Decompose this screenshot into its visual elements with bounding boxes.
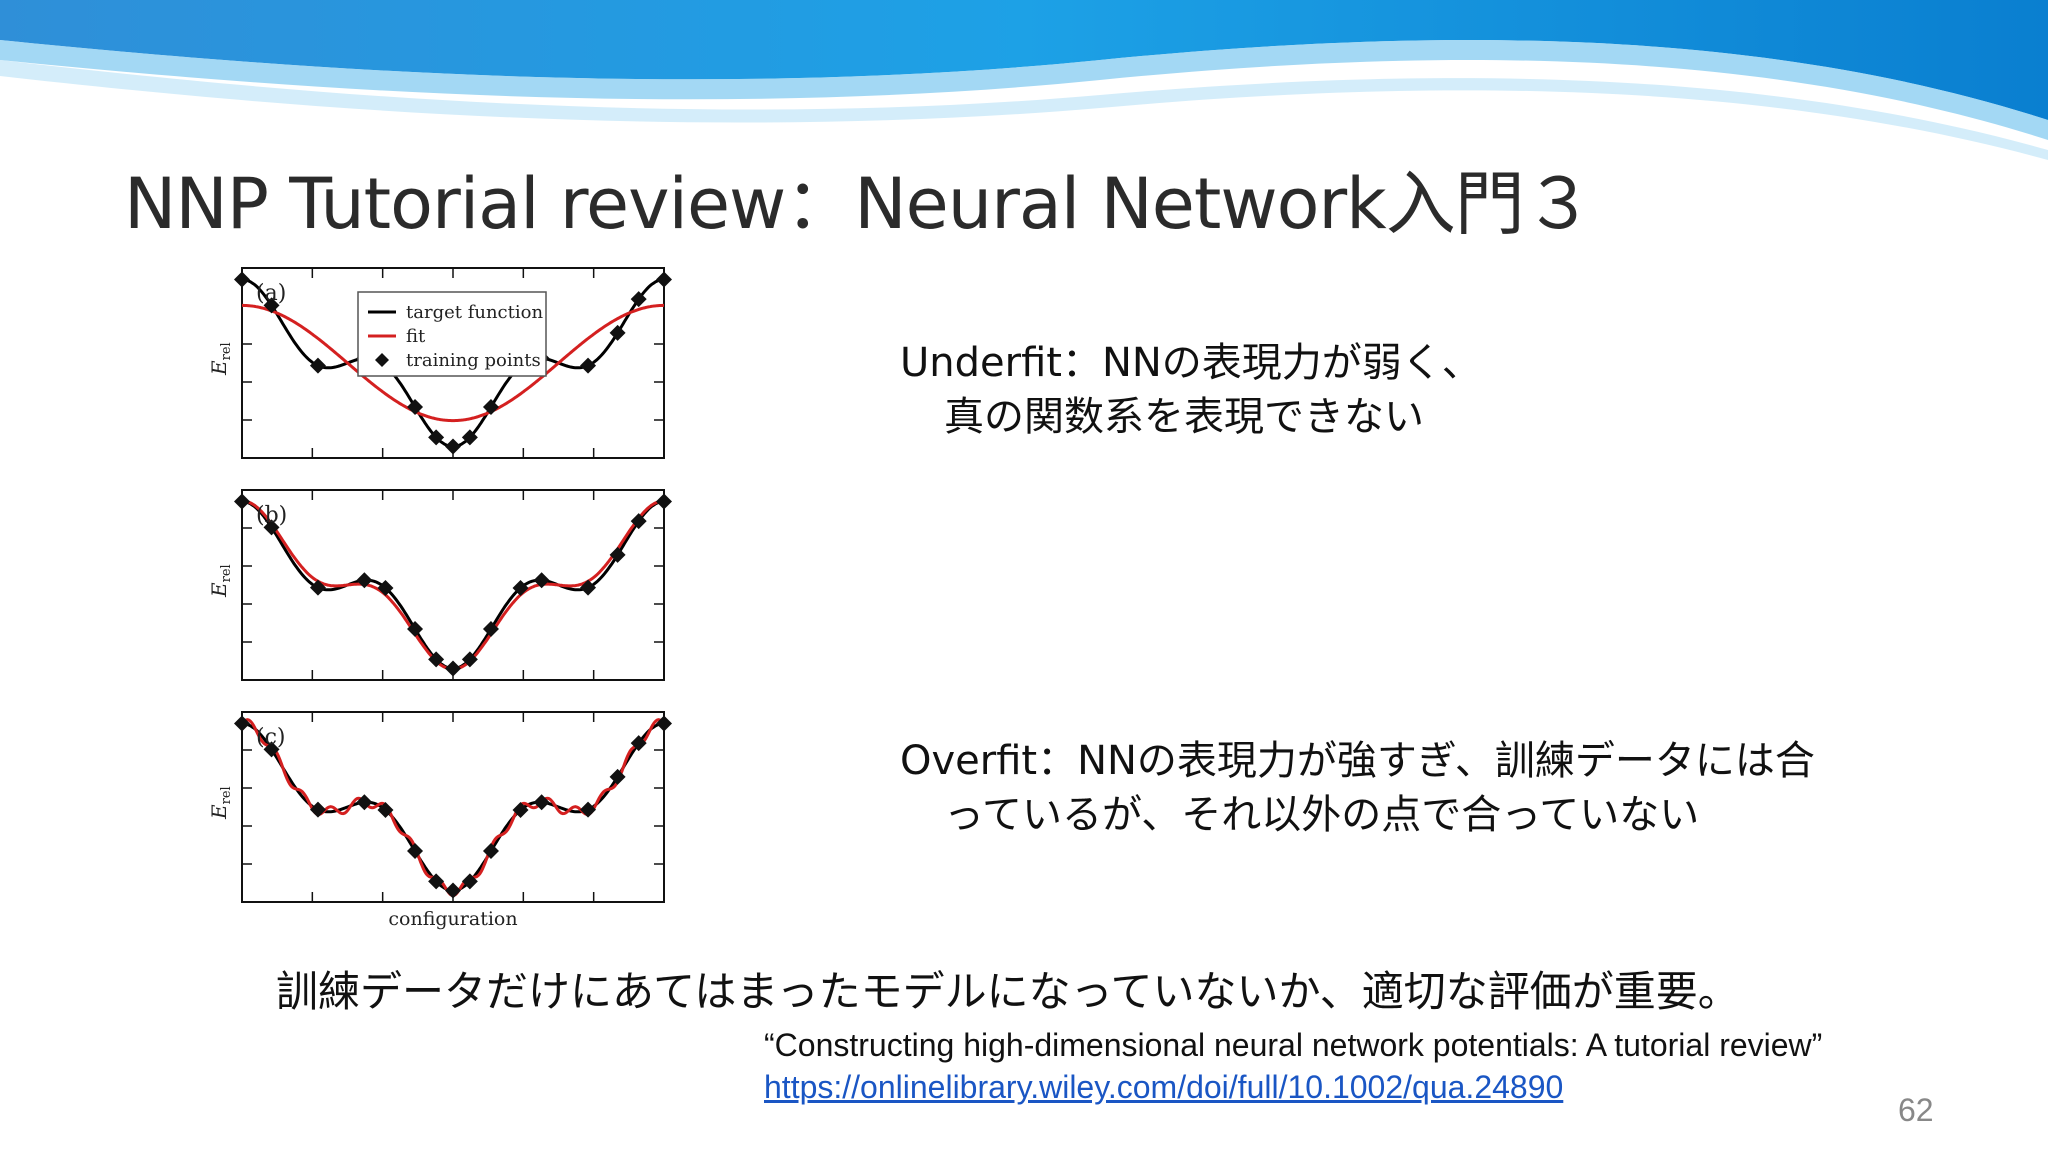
training-point — [445, 882, 461, 899]
training-point — [656, 271, 672, 288]
target-function-curve — [242, 722, 664, 892]
panel-ylabel: Erel — [207, 342, 234, 376]
slide-title: NNP Tutorial review：Neural Network入門３ — [124, 163, 1594, 245]
fit-curve — [242, 303, 664, 423]
overfit-line-2: っているが、それ以外の点で合っていない — [944, 792, 1700, 838]
training-point — [533, 794, 550, 811]
training-point — [428, 873, 445, 890]
training-point — [445, 438, 461, 455]
training-point — [309, 579, 326, 596]
underfit-description: Underfit：NNの表現力が弱く、 真の関数系を表現できない — [900, 336, 1482, 444]
training-point — [656, 493, 672, 510]
training-point — [263, 297, 280, 314]
training-point — [461, 873, 478, 890]
training-point — [356, 572, 373, 589]
training-point — [609, 546, 626, 563]
training-point — [533, 572, 550, 589]
underfit-line-1: Underfit：NNの表現力が弱く、 — [900, 340, 1482, 386]
training-point — [630, 513, 647, 530]
training-point — [407, 842, 424, 859]
target-function-curve — [242, 500, 664, 670]
training-point — [482, 620, 499, 637]
training-point — [309, 357, 326, 374]
citation-title: “Constructing high-dimensional neural ne… — [764, 1027, 1823, 1063]
legend-label: target function — [406, 302, 543, 323]
training-point — [377, 579, 394, 596]
legend-label: training points — [406, 350, 541, 371]
training-point — [263, 519, 280, 536]
training-point — [407, 620, 424, 637]
training-point — [630, 291, 647, 308]
panel-label: (b) — [256, 503, 287, 528]
training-point — [630, 735, 647, 752]
training-point — [234, 271, 250, 288]
training-point — [309, 801, 326, 818]
training-point — [461, 651, 478, 668]
fit-curve — [242, 499, 664, 671]
fit-curve — [240, 718, 666, 898]
training-point — [482, 842, 499, 859]
legend-label: fit — [406, 326, 426, 347]
training-point — [656, 715, 672, 732]
overfit-description: Overfit：NNの表現力が強すぎ、訓練データには合 っているが、それ以外の点… — [900, 734, 1815, 842]
training-point — [356, 794, 373, 811]
legend: target function fit training points — [357, 291, 547, 377]
training-point — [580, 801, 597, 818]
citation-link[interactable]: https://onlinelibrary.wiley.com/doi/full… — [764, 1069, 1564, 1105]
training-point — [609, 324, 626, 341]
training-point — [580, 579, 597, 596]
underfit-line-2: 真の関数系を表現できない — [944, 394, 1424, 440]
training-point — [482, 398, 499, 415]
training-point — [580, 357, 597, 374]
page-number: 62 — [1898, 1092, 1934, 1128]
panel-frame — [241, 489, 665, 681]
training-point — [377, 801, 394, 818]
summary-text: 訓練データだけにあてはまったモデルになっていないか、適切な評価が重要。 — [276, 967, 1740, 1016]
panel-ylabel: Erel — [207, 564, 234, 598]
training-point — [445, 660, 461, 677]
training-point — [234, 493, 250, 510]
training-point — [609, 768, 626, 785]
training-point — [407, 398, 424, 415]
training-point — [428, 429, 445, 446]
training-point — [428, 651, 445, 668]
header-wave-decoration — [0, 0, 2048, 160]
legend-swatch — [375, 353, 389, 367]
overfit-line-1: Overfit：NNの表現力が強すぎ、訓練データには合 — [900, 738, 1815, 784]
training-point — [234, 715, 250, 732]
training-point — [263, 741, 280, 758]
panel-ylabel: Erel — [207, 786, 234, 820]
training-point — [512, 801, 529, 818]
training-point — [461, 429, 478, 446]
fit-comparison-figure: (a) Erel target function fit training points… — [207, 267, 672, 930]
panel-frame — [241, 711, 665, 903]
training-point — [512, 579, 529, 596]
figure-xlabel: configuration — [388, 908, 517, 930]
panel-label: (a) — [256, 281, 286, 306]
panel-label: (c) — [256, 725, 286, 750]
citation: “Constructing high-dimensional neural ne… — [764, 1024, 1822, 1108]
